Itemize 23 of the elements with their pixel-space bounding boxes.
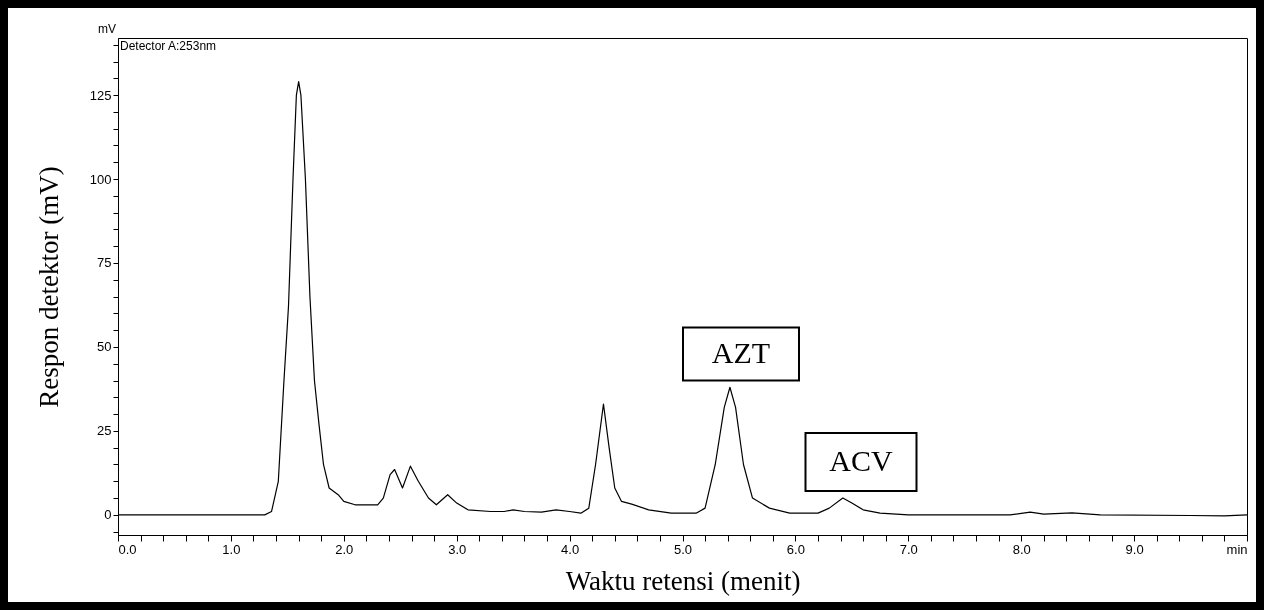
y-tick-label: 0 bbox=[104, 507, 112, 523]
x-tick-label: 2.0 bbox=[335, 541, 354, 557]
x-tick-label: 7.0 bbox=[899, 541, 918, 557]
x-tick-label: min bbox=[1226, 541, 1248, 557]
y-tick-label: 25 bbox=[97, 423, 112, 439]
x-tick-label: 0.0 bbox=[118, 541, 137, 557]
y-axis-title: Respon detektor (mV) bbox=[33, 166, 64, 408]
x-tick-label: 6.0 bbox=[786, 541, 805, 557]
y-tick-label: 100 bbox=[89, 171, 112, 187]
x-tick-label: 8.0 bbox=[1012, 541, 1031, 557]
y-tick-label: 50 bbox=[97, 339, 112, 355]
text: mV bbox=[98, 22, 116, 36]
x-tick-label: 1.0 bbox=[222, 541, 241, 557]
x-tick-label: 3.0 bbox=[448, 541, 467, 557]
x-tick-label: 9.0 bbox=[1125, 541, 1144, 557]
annotation: ACV bbox=[829, 444, 893, 477]
x-tick-label: 4.0 bbox=[561, 541, 580, 557]
y-tick-label: 75 bbox=[97, 255, 112, 271]
annotation: Detector A:253nm bbox=[120, 39, 217, 53]
annotation: AZT bbox=[711, 336, 771, 369]
x-axis-title: Waktu retensi (menit) bbox=[565, 565, 801, 596]
x-tick-label: 5.0 bbox=[673, 541, 693, 557]
y-tick-label: 125 bbox=[89, 87, 112, 103]
